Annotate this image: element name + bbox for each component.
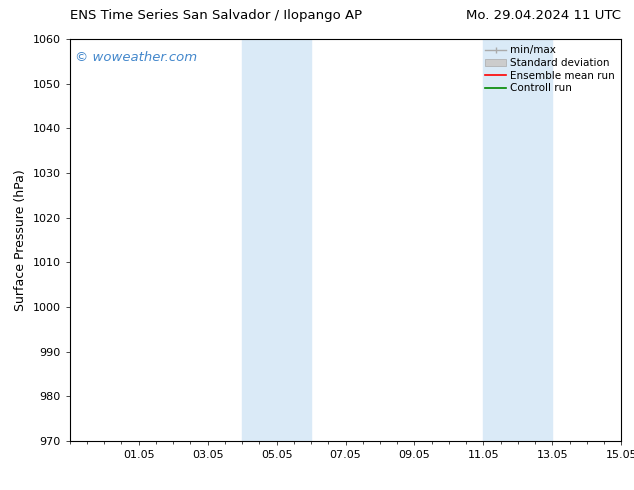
Text: Mo. 29.04.2024 11 UTC: Mo. 29.04.2024 11 UTC xyxy=(467,9,621,22)
Text: ENS Time Series San Salvador / Ilopango AP: ENS Time Series San Salvador / Ilopango … xyxy=(70,9,362,22)
Y-axis label: Surface Pressure (hPa): Surface Pressure (hPa) xyxy=(14,169,27,311)
Bar xyxy=(483,39,552,441)
Text: © woweather.com: © woweather.com xyxy=(75,51,197,64)
Legend: min/max, Standard deviation, Ensemble mean run, Controll run: min/max, Standard deviation, Ensemble me… xyxy=(481,41,619,98)
Bar xyxy=(242,39,311,441)
